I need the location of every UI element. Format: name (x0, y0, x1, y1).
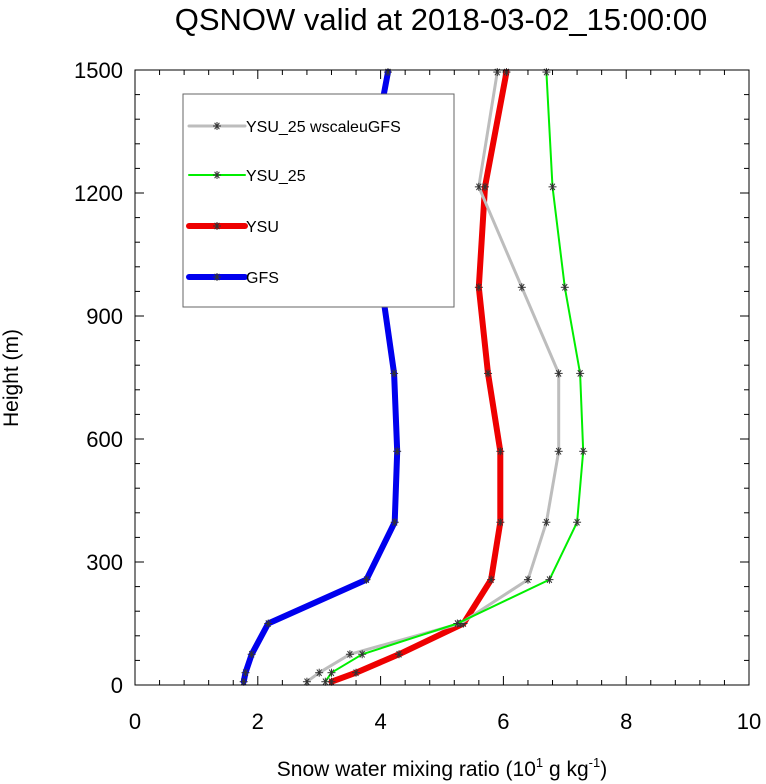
data-point-ysu-25 (542, 68, 551, 77)
tick-labels: 0 2 4 6 8 10 0 300 600 900 1200 1500 (74, 58, 761, 734)
y-tick-label: 900 (86, 304, 123, 329)
series-layer (239, 68, 588, 686)
y-axis-label: Height (m) (0, 329, 23, 427)
data-point-gfs (390, 369, 399, 378)
plot-frame (134, 69, 750, 686)
legend-marker (213, 122, 221, 130)
y-tick-label: 0 (111, 673, 123, 698)
data-point-gfs (393, 447, 402, 456)
x-tick-label: 6 (497, 709, 509, 734)
data-point-ysu-25-wscaleugfs (302, 677, 311, 686)
data-point-gfs (390, 518, 399, 527)
data-point-ysu-25-wscaleugfs (493, 68, 502, 77)
data-point-ysu-25 (453, 619, 462, 628)
data-point-gfs (264, 619, 273, 628)
data-point-gfs (241, 668, 250, 677)
x-axis-label-sup1: 1 (536, 755, 543, 770)
legend-item-ysu-25-wscaleugfs: YSU_25 wscaleuGFS (187, 119, 401, 136)
x-axis-label-main: Snow water mixing ratio (10 (277, 758, 536, 781)
series-ysu-25-wscaleugfs (302, 68, 563, 686)
data-point-gfs (239, 677, 248, 686)
x-tick-label: 10 (737, 709, 761, 734)
data-point-ysu (484, 369, 493, 378)
y-tick-label: 1200 (74, 181, 123, 206)
x-tick-label: 4 (374, 709, 386, 734)
data-point-ysu-25 (573, 518, 582, 527)
x-axis-label-end: ) (600, 758, 607, 781)
x-axis-label-sup2: -1 (589, 755, 601, 770)
data-point-ysu-25 (321, 677, 330, 686)
x-axis-label-mid: g kg (543, 758, 589, 781)
data-point-ysu-25 (548, 182, 557, 191)
data-point-ysu-25-wscaleugfs (542, 518, 551, 527)
legend-marker (213, 273, 221, 281)
legend-item-gfs: GFS (186, 270, 279, 287)
data-point-ysu-25 (576, 369, 585, 378)
x-axis-label: Snow water mixing ratio (101 g kg-1) (277, 755, 607, 781)
legend-marker (213, 222, 221, 230)
data-point-ysu (487, 575, 496, 584)
data-point-ysu-25-wscaleugfs (554, 369, 563, 378)
x-tick-label: 2 (252, 709, 264, 734)
data-point-ysu-25 (560, 283, 569, 292)
data-point-ysu-25 (358, 650, 367, 659)
data-point-ysu-25-wscaleugfs (554, 447, 563, 456)
data-point-ysu-25-wscaleugfs (517, 283, 526, 292)
data-point-ysu (496, 447, 505, 456)
x-tick-label: 8 (620, 709, 632, 734)
legend-label: YSU (246, 219, 279, 236)
data-point-ysu-25-wscaleugfs (315, 668, 324, 677)
legend-item-ysu-25: YSU_25 (188, 168, 306, 185)
data-point-ysu (474, 283, 483, 292)
legend-label: YSU_25 wscaleuGFS (246, 119, 401, 136)
series-ysu-25 (321, 68, 588, 686)
data-point-ysu-25-wscaleugfs (474, 182, 483, 191)
data-point-gfs (362, 575, 371, 584)
data-point-ysu (395, 650, 404, 659)
data-point-ysu-25 (579, 447, 588, 456)
data-point-ysu (352, 668, 361, 677)
legend-marker (213, 171, 221, 179)
data-point-ysu-25-wscaleugfs (345, 650, 354, 659)
data-point-gfs (247, 650, 256, 659)
y-tick-label: 600 (86, 427, 123, 452)
chart-title: QSNOW valid at 2018-03-02_15:00:00 (175, 2, 707, 37)
data-point-ysu-25-wscaleugfs (523, 575, 532, 584)
legend-item-ysu: YSU (186, 219, 279, 236)
legend-label: YSU_25 (246, 168, 306, 185)
y-tick-label: 300 (86, 550, 123, 575)
x-tick-label: 0 (129, 709, 141, 734)
data-point-ysu-25 (327, 668, 336, 677)
legend-label: GFS (246, 270, 279, 287)
legend: YSU_25 wscaleuGFS YSU_25 YSU GFS (182, 93, 455, 308)
data-point-ysu (496, 518, 505, 527)
y-tick-label: 1500 (74, 58, 123, 83)
legend-box (182, 93, 455, 308)
data-point-ysu-25 (545, 575, 554, 584)
